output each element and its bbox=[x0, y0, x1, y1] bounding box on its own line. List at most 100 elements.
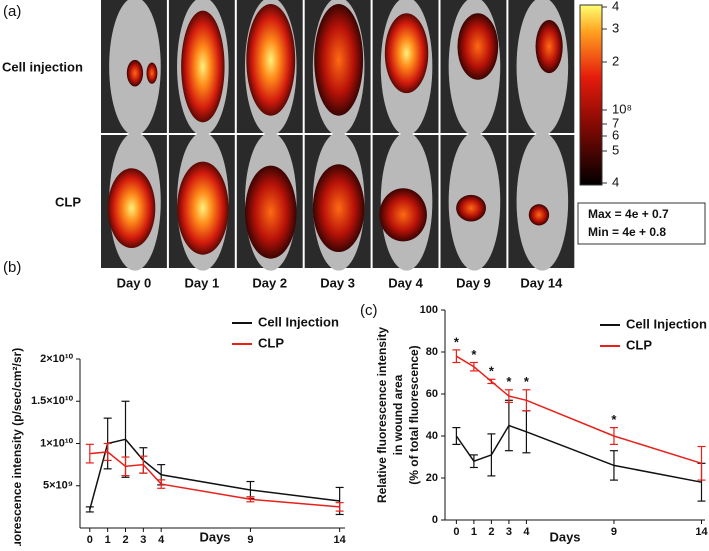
error-bar bbox=[469, 361, 478, 372]
error-bar bbox=[452, 349, 461, 364]
x-tick-label: 9 bbox=[611, 526, 617, 538]
y-tick-label: 0 bbox=[432, 514, 438, 526]
signal bbox=[126, 59, 144, 87]
signal bbox=[107, 168, 156, 249]
x-axis-label: Days bbox=[199, 529, 230, 544]
y-tick-label: 40 bbox=[426, 430, 438, 442]
signal bbox=[528, 204, 550, 226]
scale-min: Min = 4e + 0.8 bbox=[588, 225, 666, 239]
signal bbox=[384, 13, 429, 94]
legend-label: Cell Injection bbox=[626, 316, 707, 331]
colorbar-label: 3 bbox=[612, 20, 619, 35]
error-bar bbox=[609, 427, 618, 445]
x-tick-label: 9 bbox=[247, 534, 253, 546]
signal bbox=[246, 3, 296, 116]
row-label: Cell injection bbox=[2, 59, 83, 74]
x-tick-label: 3 bbox=[506, 526, 512, 538]
series-line bbox=[89, 438, 340, 510]
x-tick-label: 1 bbox=[105, 534, 111, 546]
x-tick-label: 4 bbox=[158, 534, 165, 546]
row-label: CLP bbox=[55, 194, 81, 209]
significance: * bbox=[454, 334, 460, 349]
signal bbox=[457, 13, 499, 80]
signal bbox=[379, 188, 427, 242]
y-tick-label: 2×10¹⁰ bbox=[40, 353, 73, 365]
day-label: Day 3 bbox=[320, 275, 355, 290]
error-bar bbox=[85, 506, 94, 513]
mouse-body bbox=[516, 132, 569, 271]
x-tick-label: 1 bbox=[471, 526, 477, 538]
colorbar-label: 4 bbox=[612, 0, 619, 13]
x-tick-label: 3 bbox=[140, 534, 146, 546]
error-bar bbox=[85, 443, 94, 464]
error-bar bbox=[452, 427, 461, 445]
y-axis-label: Fluorescence intensity (p/sec/cm²/sr) bbox=[10, 348, 24, 546]
y-tick-label: 20 bbox=[426, 472, 438, 484]
day-label: Day 0 bbox=[117, 275, 152, 290]
legend-label: CLP bbox=[626, 337, 652, 352]
colorbar-label: 4 bbox=[612, 174, 619, 189]
panel-label: (c) bbox=[360, 302, 378, 319]
significance: * bbox=[471, 347, 477, 362]
y-tick-label: 1.5×10¹⁰ bbox=[31, 395, 74, 407]
error-bar bbox=[504, 389, 513, 403]
signal bbox=[314, 3, 364, 116]
error-bar bbox=[469, 454, 478, 469]
y-tick-label: 1×10¹⁰ bbox=[40, 437, 73, 449]
scale-box bbox=[577, 202, 706, 245]
error-bar bbox=[139, 455, 148, 474]
day-label: Day 4 bbox=[388, 275, 423, 290]
error-bar bbox=[487, 433, 496, 477]
x-tick-label: 2 bbox=[488, 526, 494, 538]
legend-label: CLP bbox=[258, 335, 284, 350]
day-label: Day 14 bbox=[520, 275, 563, 290]
day-label: Day 1 bbox=[184, 275, 219, 290]
error-bar bbox=[157, 479, 166, 489]
error-bar bbox=[335, 502, 344, 512]
error-bar bbox=[487, 378, 496, 385]
signal bbox=[177, 161, 229, 255]
error-bar bbox=[121, 456, 130, 477]
error-bar bbox=[522, 389, 531, 412]
colorbar bbox=[579, 4, 603, 186]
y-axis-label: in wound area bbox=[391, 374, 405, 455]
error-bar bbox=[246, 496, 255, 503]
y-tick-label: 5×10⁹ bbox=[43, 480, 73, 492]
y-axis-label: (% of total fluorescence) bbox=[407, 345, 421, 484]
error-bar bbox=[697, 445, 706, 481]
error-bar bbox=[609, 450, 618, 481]
x-tick-label: 14 bbox=[695, 526, 708, 538]
day-label: Day 9 bbox=[456, 275, 491, 290]
panel-label: (b) bbox=[3, 259, 21, 276]
x-tick-label: 14 bbox=[334, 534, 347, 546]
y-tick-label: 80 bbox=[426, 346, 438, 358]
y-tick-label: 100 bbox=[420, 304, 438, 316]
signal bbox=[535, 19, 563, 74]
x-tick-label: 4 bbox=[523, 526, 530, 538]
x-tick-label: 0 bbox=[87, 534, 93, 546]
colorbar-label: 7 bbox=[612, 115, 619, 130]
error-bar bbox=[522, 410, 531, 454]
y-tick-label: 60 bbox=[426, 388, 438, 400]
signal bbox=[312, 164, 365, 253]
colorbar-label: 5 bbox=[612, 142, 619, 157]
colorbar-label: 6 bbox=[612, 127, 619, 142]
signal bbox=[456, 194, 486, 222]
x-axis-label: Days bbox=[549, 529, 580, 544]
panel-a: (a) Max = 4e + 0.7 Min = 4e + 0.8 bbox=[3, 3, 706, 245]
day-label: Day 2 bbox=[252, 275, 287, 290]
legend-label: Cell Injection bbox=[258, 314, 339, 329]
significance: * bbox=[489, 364, 495, 379]
significance: * bbox=[506, 374, 512, 389]
x-tick-label: 0 bbox=[453, 526, 459, 538]
colorbar-label: 2 bbox=[612, 53, 619, 68]
signal bbox=[244, 165, 297, 259]
error-bar bbox=[103, 442, 112, 461]
series-line bbox=[89, 451, 340, 508]
error-bar bbox=[504, 399, 513, 452]
signal bbox=[181, 10, 225, 123]
colorbar-label: 10⁸ bbox=[612, 101, 632, 116]
signal bbox=[146, 62, 158, 84]
y-axis-label: Relative fluorescence intensity bbox=[375, 327, 389, 503]
